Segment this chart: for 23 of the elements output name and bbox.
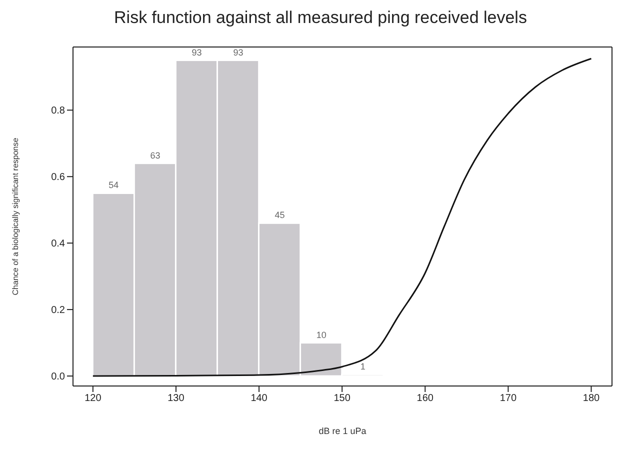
- chart-title: Risk function against all measured ping received levels: [113, 8, 528, 28]
- y-tick-label: 0.4: [51, 238, 66, 250]
- y-tick-label: 0.0: [51, 372, 66, 383]
- x-tick-label: 140: [250, 393, 268, 404]
- y-tick-label: 0.2: [51, 305, 66, 316]
- x-tick-label: 170: [500, 393, 517, 404]
- annotation: 63: [150, 150, 160, 160]
- x-tick-label: 160: [416, 393, 434, 404]
- y-tick-label: 0.8: [51, 106, 66, 117]
- annotation: 93: [192, 47, 202, 58]
- x-tick-label: 150: [334, 393, 351, 404]
- y-tick-label: 0.6: [51, 172, 66, 184]
- annotation: 1: [360, 361, 366, 372]
- annotation: 45: [274, 210, 285, 220]
- x-tick-label: 180: [582, 393, 600, 404]
- annotation: 93: [233, 47, 244, 58]
- x-axis-title: dB re 1 uPa: [318, 426, 366, 436]
- line-series: [92, 58, 592, 377]
- annotation: 54: [108, 180, 119, 190]
- y-axis-title: Chance of a biologically significant response: [12, 137, 20, 295]
- annotation: 10: [316, 330, 326, 340]
- x-tick-label: 130: [168, 393, 185, 404]
- x-tick-label: 120: [84, 393, 102, 404]
